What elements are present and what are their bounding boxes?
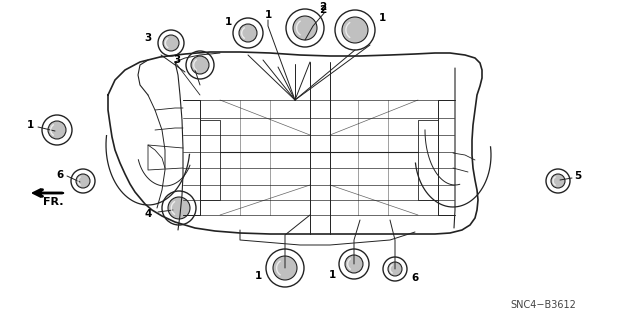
Text: 1: 1 [328,270,335,280]
Text: 3: 3 [145,33,152,43]
Circle shape [76,174,90,188]
Text: 1: 1 [264,10,271,20]
Text: 1: 1 [26,120,34,130]
Text: SNC4−B3612: SNC4−B3612 [510,300,576,310]
Text: 1: 1 [225,17,232,27]
Text: 4: 4 [144,209,152,219]
Text: 5: 5 [574,171,582,181]
Circle shape [163,35,179,51]
Circle shape [293,16,317,40]
Circle shape [239,24,257,42]
Text: 3: 3 [173,55,180,65]
Text: 2: 2 [319,2,326,12]
Text: 1: 1 [254,271,262,281]
Circle shape [342,17,368,43]
Text: 1: 1 [378,13,386,23]
Text: FR.: FR. [43,197,63,207]
Text: 6: 6 [56,170,63,180]
Text: 2: 2 [319,5,326,15]
Circle shape [168,197,190,219]
Circle shape [191,56,209,74]
Circle shape [388,262,402,276]
Circle shape [551,174,565,188]
Circle shape [273,256,297,280]
Circle shape [48,121,66,139]
Circle shape [345,255,363,273]
Text: 6: 6 [412,273,419,283]
